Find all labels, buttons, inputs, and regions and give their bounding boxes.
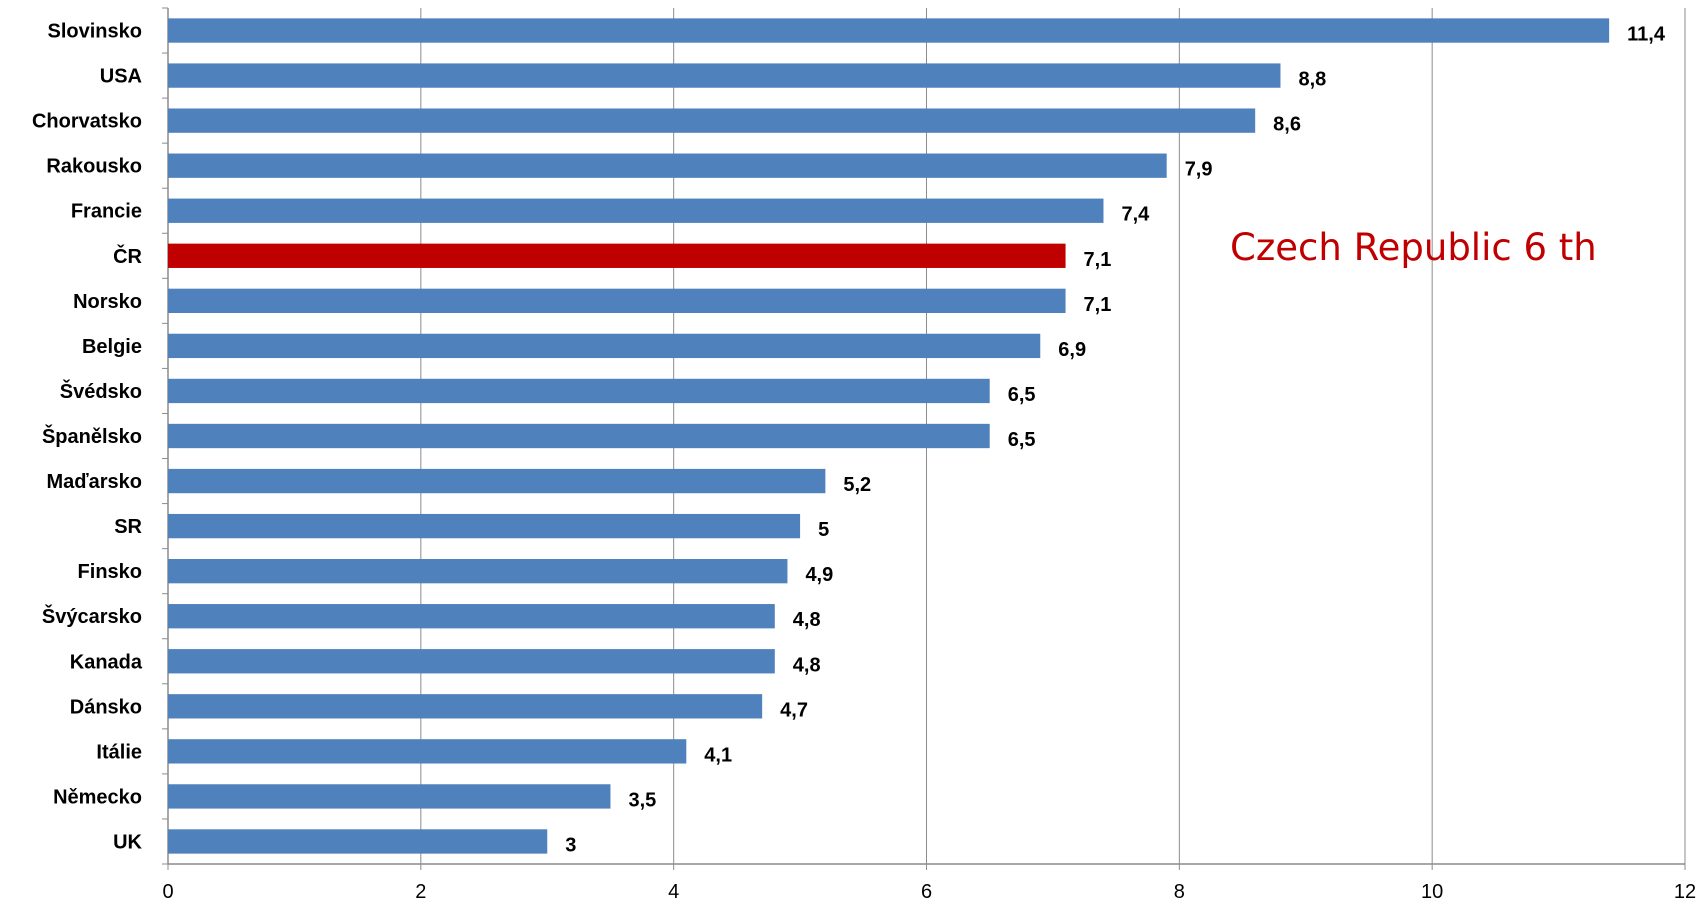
category-label: Itálie: [96, 741, 142, 763]
category-label: USA: [100, 66, 142, 88]
bar-Finsko: [168, 558, 788, 584]
data-label: 5: [818, 519, 829, 541]
category-label: Švédsko: [60, 379, 142, 403]
bars: [168, 18, 1610, 854]
labels: 0 2 4 6 8 10 12 Slovinsko 11,4 USA 8,8 Chorvatsko 8,…: [32, 21, 1696, 903]
x-tick-label: 10: [1421, 881, 1443, 903]
x-tick-label: 8: [1174, 881, 1185, 903]
bar-Itálie: [168, 739, 687, 764]
bar-Slovinsko: [168, 18, 1610, 43]
data-label: 6,5: [1008, 429, 1036, 451]
data-label: 7,4: [1121, 204, 1150, 226]
category-label: Dánsko: [70, 696, 142, 718]
data-label: 4,9: [805, 564, 833, 586]
data-label: 4,7: [780, 699, 808, 721]
data-label: 11,4: [1627, 24, 1666, 46]
category-label: Belgie: [82, 336, 142, 358]
category-label: Švýcarsko: [42, 604, 142, 628]
bar-Dánsko: [168, 694, 763, 719]
x-tick-label: 12: [1674, 881, 1696, 903]
category-label: Chorvatsko: [32, 111, 142, 133]
annotation-text: Czech Republic 6 th: [1230, 226, 1597, 269]
bar-Belgie: [168, 333, 1041, 359]
data-label: 7,1: [1084, 294, 1112, 316]
category-label: Norsko: [73, 291, 142, 313]
bar-Švédsko: [168, 378, 990, 404]
bar-Německo: [168, 784, 611, 809]
bar-USA: [168, 63, 1281, 88]
data-label: 7,1: [1084, 249, 1112, 271]
data-label: 8,6: [1273, 114, 1301, 136]
data-label: 6,5: [1008, 384, 1036, 406]
data-label: 7,9: [1185, 159, 1213, 181]
category-label: SR: [114, 516, 142, 538]
category-label: Maďarsko: [46, 471, 142, 493]
category-label: ČR: [113, 244, 142, 268]
bar-Rakousko: [168, 153, 1167, 178]
data-label: 8,8: [1298, 69, 1326, 91]
data-label: 4,8: [793, 654, 821, 676]
bar-Španělsko: [168, 423, 990, 449]
x-tick-label: 2: [415, 881, 426, 903]
data-label: 3,5: [628, 789, 656, 811]
x-tick-label: 0: [162, 881, 173, 903]
bar-Švýcarsko: [168, 604, 775, 629]
category-label: Německo: [53, 786, 142, 808]
bar-ČR: [168, 243, 1066, 268]
bar-Kanada: [168, 649, 775, 674]
category-label: Francie: [71, 201, 142, 223]
data-label: 3: [565, 834, 576, 856]
category-label: Rakousko: [46, 156, 142, 178]
category-label: Kanada: [70, 651, 143, 673]
category-label: Finsko: [78, 561, 142, 583]
bar-Norsko: [168, 288, 1066, 314]
data-label: 4,8: [793, 609, 821, 631]
category-label: UK: [113, 831, 142, 853]
x-tick-label: 6: [921, 881, 932, 903]
bar-Francie: [168, 198, 1104, 223]
data-label: 6,9: [1058, 339, 1086, 361]
data-label: 5,2: [843, 474, 871, 496]
bar-Maďarsko: [168, 468, 826, 494]
bar-SR: [168, 513, 801, 539]
category-label: Slovinsko: [48, 21, 142, 43]
data-label: 4,1: [704, 744, 732, 766]
category-label: Španělsko: [42, 424, 142, 448]
bar-Chorvatsko: [168, 108, 1256, 133]
bar-UK: [168, 829, 548, 854]
x-tick-label: 4: [668, 881, 679, 903]
